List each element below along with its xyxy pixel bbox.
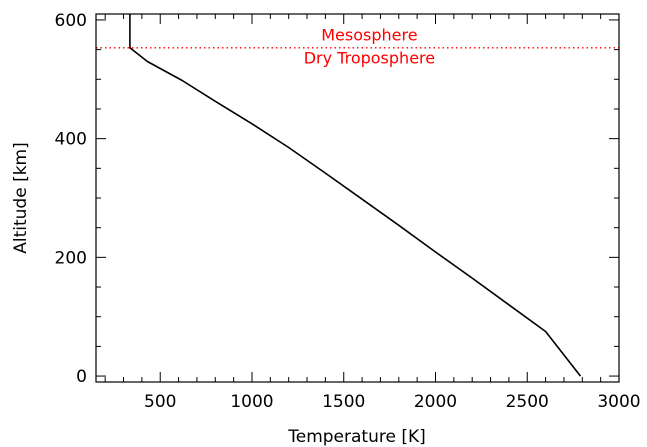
y-tick-label: 0 bbox=[76, 367, 87, 387]
x-tick-label: 3000 bbox=[597, 392, 640, 412]
y-tick-label: 400 bbox=[55, 130, 87, 150]
annotations: Mesosphere Dry Troposphere bbox=[96, 26, 619, 67]
region-label: Mesosphere bbox=[321, 26, 417, 45]
x-tick-label: 500 bbox=[144, 392, 176, 412]
axis-ticks: 500 1000 1500 2000 2500 3000 0 200 400 600 bbox=[55, 11, 641, 412]
plot-area bbox=[129, 14, 582, 377]
plot-frame bbox=[95, 13, 620, 383]
x-tick-label: 1000 bbox=[230, 392, 273, 412]
x-axis-label: Temperature [K] bbox=[287, 427, 426, 447]
y-tick-label: 200 bbox=[55, 248, 87, 268]
x-tick-label: 2500 bbox=[506, 392, 549, 412]
y-axis-label: Altitude [km] bbox=[11, 142, 31, 254]
y-tick-label: 600 bbox=[55, 11, 87, 31]
temperature-profile-line bbox=[129, 14, 582, 377]
x-tick-label: 1500 bbox=[322, 392, 365, 412]
region-label: Dry Troposphere bbox=[304, 48, 435, 67]
x-tick-label: 2000 bbox=[414, 392, 457, 412]
